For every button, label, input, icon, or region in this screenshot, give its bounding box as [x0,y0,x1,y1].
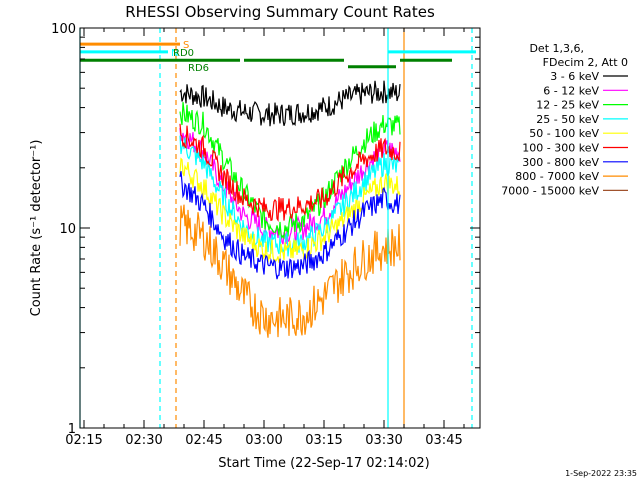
legend-label-8: 800 - 7000 keV [515,170,599,183]
flag-label-n: N [171,48,178,59]
chart-title: RHESSI Observing Summary Count Rates [125,3,435,21]
series-line-3 [179,102,401,240]
y-axis-label: Count Rate (s⁻¹ detector⁻¹) [29,140,44,317]
legend-label-4: 25 - 50 keV [536,113,599,126]
legend-label-6: 100 - 300 keV [522,142,599,155]
legend-label-5: 50 - 100 keV [529,127,599,140]
legend-label-9: 7000 - 15000 keV [501,184,599,197]
flag-label-rd0: RD0 [173,48,194,59]
x-tick-label-1: 02:15 [65,433,102,448]
x-tick-label-2: 02:30 [125,433,162,448]
legend-header-line-2: FDecim 2, Att 0 [543,56,628,69]
x-axis-label: Start Time (22-Sep-17 02:14:02) [218,456,429,471]
series-line-7 [179,171,401,280]
y-tick-label-1: 1 [68,422,76,437]
legend-header-line-1: Det 1,3,6, [529,42,584,55]
series-line-8 [179,204,401,338]
y-tick-label-3: 100 [51,22,76,37]
series-line-6 [179,123,401,223]
flag-label-rd6: RD6 [188,63,209,74]
legend-label-1: 3 - 6 keV [550,70,599,83]
flag-label-s: S [183,40,189,51]
legend-label-7: 300 - 800 keV [522,156,599,169]
series-line-5 [179,157,401,263]
y-tick-label-2: 10 [59,222,76,237]
legend-label-2: 6 - 12 keV [543,84,599,97]
series-line-1 [179,80,401,127]
x-tick-label-3: 02:45 [185,433,222,448]
x-tick-label-7: 03:45 [425,433,462,448]
x-tick-label-4: 03:00 [245,433,282,448]
x-tick-label-5: 03:15 [305,433,342,448]
footer-timestamp: 1-Sep-2022 23:35 [565,469,637,478]
series-line-2 [179,128,401,245]
legend-label-3: 12 - 25 keV [536,99,599,112]
x-tick-label-6: 03:30 [365,433,402,448]
